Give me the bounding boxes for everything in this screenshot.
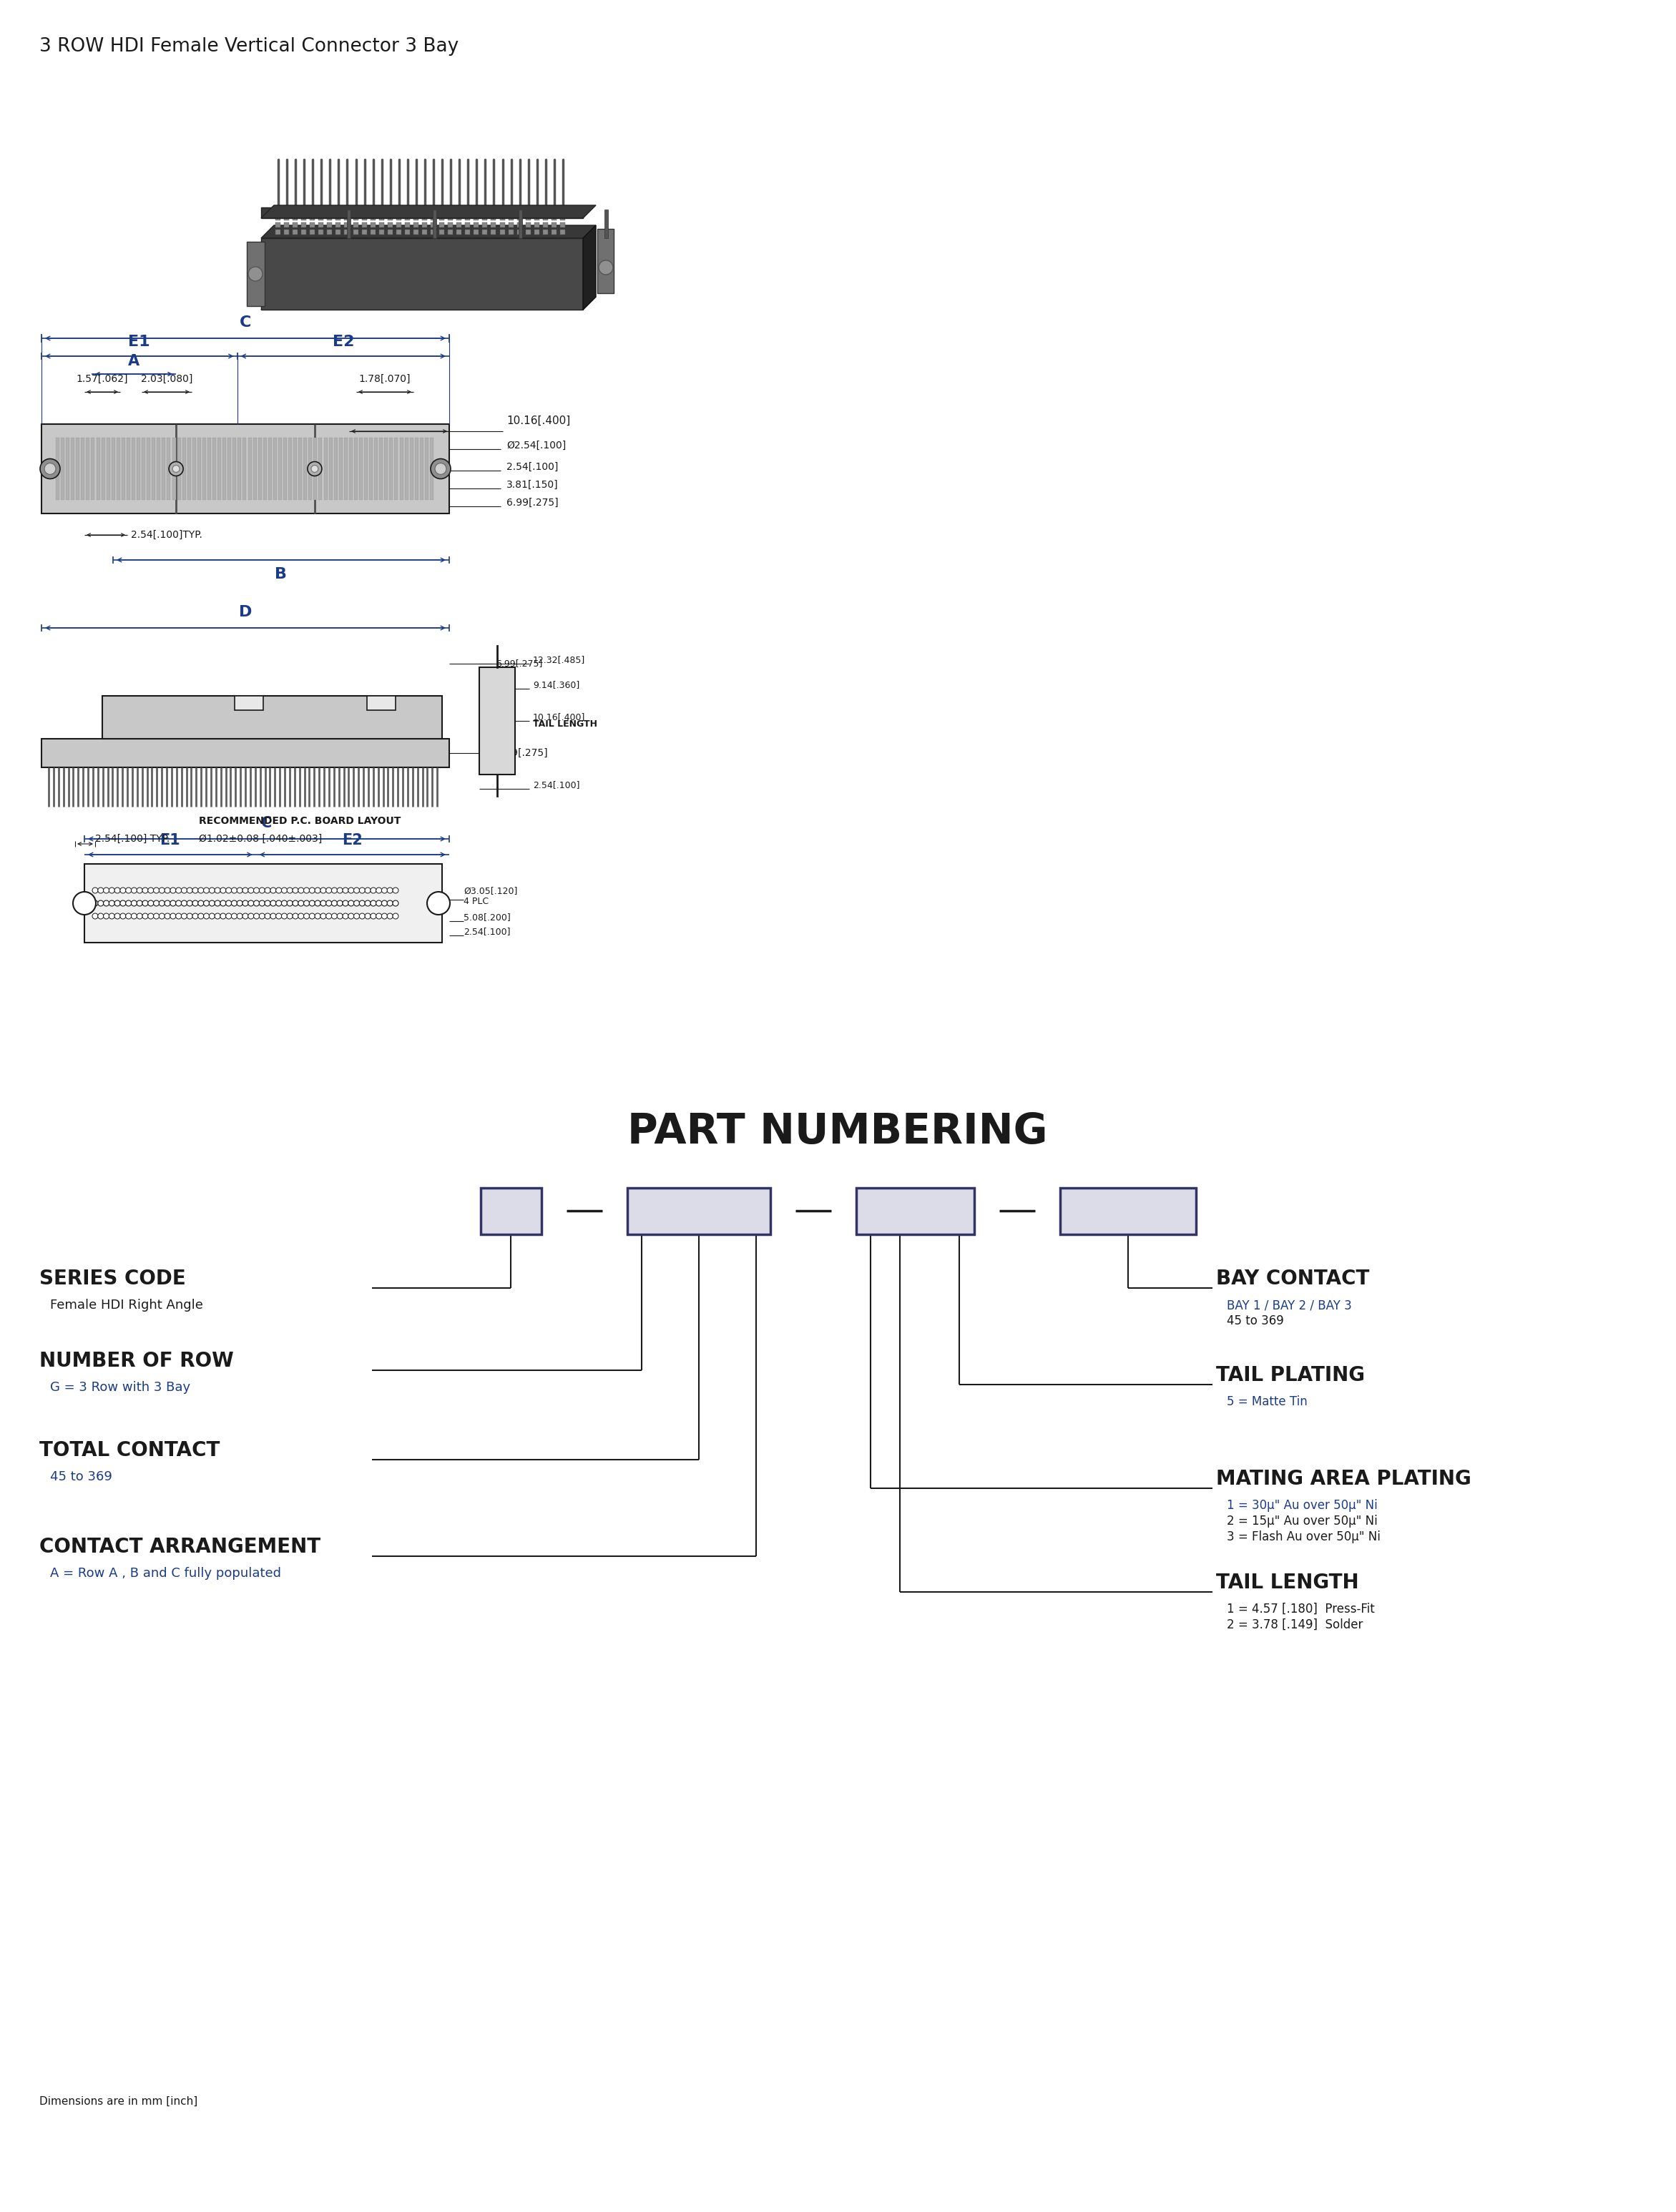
Circle shape <box>260 914 265 918</box>
Polygon shape <box>526 215 531 221</box>
Circle shape <box>365 900 370 907</box>
Polygon shape <box>293 223 298 228</box>
Text: 1.78[.070]: 1.78[.070] <box>359 374 411 385</box>
Circle shape <box>169 462 183 476</box>
Circle shape <box>198 900 204 907</box>
Bar <box>158 438 161 500</box>
Polygon shape <box>431 223 436 228</box>
Circle shape <box>236 914 243 918</box>
Polygon shape <box>474 230 479 234</box>
Bar <box>414 438 419 500</box>
Bar <box>178 438 181 500</box>
Circle shape <box>164 914 171 918</box>
Circle shape <box>114 900 121 907</box>
Circle shape <box>354 887 359 894</box>
Circle shape <box>154 914 159 918</box>
Circle shape <box>210 887 215 894</box>
Polygon shape <box>396 223 401 228</box>
Circle shape <box>248 268 263 281</box>
Bar <box>208 438 211 500</box>
Polygon shape <box>431 215 436 221</box>
Text: XX/XX/XX: XX/XX/XX <box>1074 1201 1182 1221</box>
Text: 3 ROW HDI Female Vertical Connector 3 Bay: 3 ROW HDI Female Vertical Connector 3 Ba… <box>39 38 459 55</box>
Polygon shape <box>466 223 471 228</box>
Text: TOTAL CONTACT: TOTAL CONTACT <box>39 1440 220 1460</box>
Circle shape <box>387 914 392 918</box>
Circle shape <box>287 900 293 907</box>
Polygon shape <box>439 215 444 221</box>
Bar <box>429 438 434 500</box>
Bar <box>42 425 449 513</box>
Bar <box>106 438 111 500</box>
Polygon shape <box>526 223 531 228</box>
Bar <box>318 438 322 500</box>
Polygon shape <box>362 223 367 228</box>
Text: 3.81[.150]: 3.81[.150] <box>506 480 558 489</box>
Bar <box>101 438 106 500</box>
Polygon shape <box>516 215 521 221</box>
Circle shape <box>236 900 243 907</box>
Text: BAY 1 / BAY 2 / BAY 3: BAY 1 / BAY 2 / BAY 3 <box>1227 1298 1353 1312</box>
Text: Ø3.05[.120]
4 PLC: Ø3.05[.120] 4 PLC <box>464 887 518 907</box>
Polygon shape <box>551 230 556 234</box>
Polygon shape <box>526 230 531 234</box>
Polygon shape <box>560 223 565 228</box>
Bar <box>153 438 156 500</box>
Circle shape <box>298 887 303 894</box>
Circle shape <box>114 887 121 894</box>
Polygon shape <box>302 230 307 234</box>
Polygon shape <box>499 215 504 221</box>
Bar <box>432 210 436 239</box>
Text: 2.54[.100] TYP.: 2.54[.100] TYP. <box>96 834 169 845</box>
Bar <box>384 438 387 500</box>
Circle shape <box>392 900 399 907</box>
Polygon shape <box>379 223 384 228</box>
Text: 45 to 369: 45 to 369 <box>50 1471 112 1484</box>
Circle shape <box>310 887 315 894</box>
Polygon shape <box>456 215 461 221</box>
Polygon shape <box>379 215 384 221</box>
Circle shape <box>193 914 198 918</box>
Text: PART NUMBERING: PART NUMBERING <box>627 1113 1048 1152</box>
Bar <box>121 438 126 500</box>
Circle shape <box>287 914 293 918</box>
Bar <box>65 438 69 500</box>
Polygon shape <box>456 223 461 228</box>
Circle shape <box>131 887 137 894</box>
Circle shape <box>375 900 382 907</box>
Bar <box>142 438 146 500</box>
Polygon shape <box>275 215 280 221</box>
Bar <box>347 210 350 239</box>
Circle shape <box>293 914 298 918</box>
Bar <box>518 210 523 239</box>
Circle shape <box>215 900 221 907</box>
Bar <box>127 438 131 500</box>
Polygon shape <box>261 206 597 219</box>
Circle shape <box>114 914 121 918</box>
Circle shape <box>370 914 375 918</box>
Circle shape <box>270 887 277 894</box>
Polygon shape <box>483 223 488 228</box>
Circle shape <box>159 887 164 894</box>
Bar <box>334 438 337 500</box>
Circle shape <box>231 900 236 907</box>
Circle shape <box>104 914 109 918</box>
Circle shape <box>147 914 154 918</box>
Bar <box>313 438 317 500</box>
Bar <box>173 438 176 500</box>
Polygon shape <box>431 230 436 234</box>
Polygon shape <box>344 215 349 221</box>
Text: Female HDI Right Angle: Female HDI Right Angle <box>50 1298 203 1312</box>
Bar <box>188 438 191 500</box>
Circle shape <box>171 887 176 894</box>
Polygon shape <box>396 215 401 221</box>
Circle shape <box>298 914 303 918</box>
Text: 10.16[.400]: 10.16[.400] <box>506 416 570 427</box>
Bar <box>389 438 392 500</box>
Bar <box>364 438 367 500</box>
Bar <box>293 438 297 500</box>
Circle shape <box>97 887 104 894</box>
Polygon shape <box>499 230 504 234</box>
Circle shape <box>337 887 344 894</box>
Circle shape <box>342 914 349 918</box>
